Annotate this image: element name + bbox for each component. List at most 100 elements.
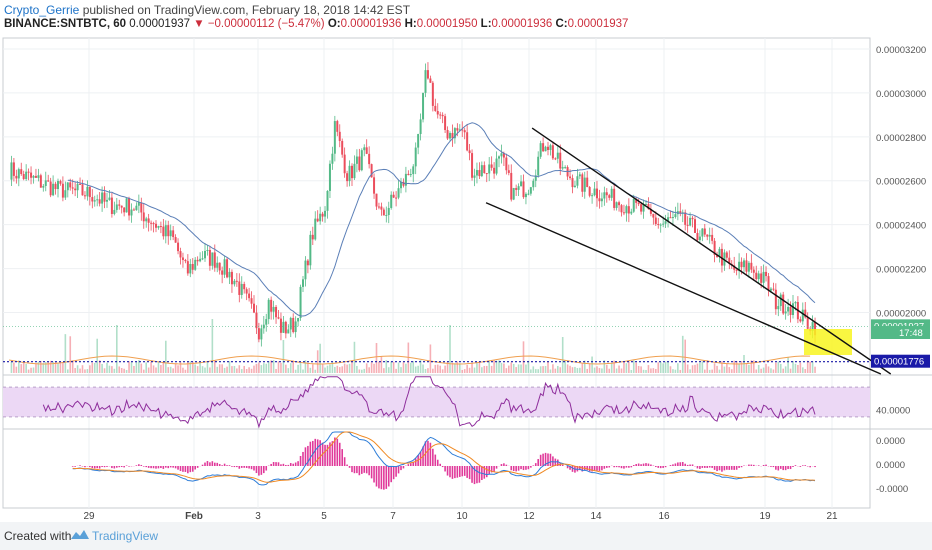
author-name[interactable]: Crypto_Gerrie xyxy=(4,3,80,17)
rsi-line xyxy=(42,376,816,429)
candle-body xyxy=(370,164,373,178)
candle-body xyxy=(414,147,417,167)
candle xyxy=(74,182,77,197)
price-chart[interactable]: 0.00003200 0.00003000 0.00002800 0.00002600… xyxy=(0,0,932,522)
volume-bar xyxy=(54,361,57,373)
volume-bar xyxy=(463,369,466,373)
candle xyxy=(174,234,177,243)
candle xyxy=(694,215,696,233)
candle-body xyxy=(201,258,204,260)
macd-histogram-bar xyxy=(74,466,76,467)
macd-histogram-bar xyxy=(571,466,574,472)
candle xyxy=(66,182,69,198)
macd-histogram-bar xyxy=(316,439,319,466)
volume-bar xyxy=(792,361,794,373)
macd-histogram-bar xyxy=(483,466,486,479)
candle-body xyxy=(397,188,400,198)
macd-histogram-bar xyxy=(346,464,348,466)
volume-bar xyxy=(142,369,145,373)
candle-body xyxy=(387,207,390,216)
candle-body xyxy=(91,197,94,202)
volume-bar xyxy=(130,362,133,373)
volume-bar xyxy=(417,365,419,373)
macd-histogram-bar xyxy=(471,466,473,483)
macd-histogram-bar xyxy=(620,466,623,469)
volume-bar xyxy=(375,343,378,373)
candle-body xyxy=(186,261,189,274)
macd-histogram-bar xyxy=(351,466,353,473)
candle xyxy=(240,276,243,299)
macd-histogram-bar xyxy=(478,466,481,483)
candle-body xyxy=(581,174,584,192)
candle xyxy=(336,119,339,137)
macd-histogram-bar xyxy=(187,466,189,474)
time-tick-label: 21 xyxy=(826,511,838,522)
macd-histogram-bar xyxy=(735,466,738,470)
support-price-tag xyxy=(871,354,930,368)
candle-body xyxy=(645,203,647,205)
candle-body xyxy=(723,252,726,266)
candle-body xyxy=(510,172,513,200)
volume-bar xyxy=(223,367,226,373)
macd-histogram-bar xyxy=(265,466,268,471)
candle-body xyxy=(529,187,532,194)
volume-bar xyxy=(574,366,576,373)
candle-body xyxy=(270,299,273,312)
candle-body xyxy=(762,271,765,283)
candle xyxy=(708,227,711,244)
volume-bar xyxy=(402,362,405,373)
last-price: 0.00001937 xyxy=(129,18,191,30)
macd-histogram-bar xyxy=(231,466,233,467)
volume-bar xyxy=(138,360,140,373)
candle xyxy=(436,103,439,119)
candle xyxy=(485,172,488,183)
candle xyxy=(373,173,376,199)
macd-histogram-bar xyxy=(294,462,297,466)
candle xyxy=(233,279,236,287)
macd-histogram-bar xyxy=(549,453,552,466)
candle-body xyxy=(272,306,275,312)
macd-histogram-bar xyxy=(777,466,780,471)
candle xyxy=(400,177,402,194)
volume-bar xyxy=(652,368,655,373)
volume-bar xyxy=(228,361,231,373)
candle-body xyxy=(213,252,216,268)
candle xyxy=(385,206,388,223)
volume-bar xyxy=(640,366,642,373)
candle xyxy=(446,126,449,140)
candle xyxy=(292,313,295,334)
candle-body xyxy=(542,143,545,152)
candle-body xyxy=(346,173,349,182)
candle-body xyxy=(30,172,33,178)
candle-body xyxy=(257,328,260,340)
candle xyxy=(578,171,581,180)
volume-bar xyxy=(456,361,459,373)
volume-bar xyxy=(432,368,434,373)
candle-body xyxy=(784,311,787,314)
candle-body xyxy=(466,132,469,151)
candle-body xyxy=(517,186,520,190)
tradingview-brand[interactable]: TradingView xyxy=(92,529,159,543)
candle-body xyxy=(473,175,476,178)
candle-body xyxy=(498,156,500,159)
volume-bar xyxy=(787,357,789,373)
volume-bar xyxy=(182,367,184,373)
volume-bar xyxy=(165,340,167,373)
candle-body xyxy=(794,302,797,304)
candle-body xyxy=(233,280,236,285)
candle-body xyxy=(485,173,488,175)
candle-body xyxy=(551,145,554,159)
candle-body xyxy=(253,303,255,313)
candle-body xyxy=(83,195,86,197)
candle xyxy=(500,144,503,164)
volume-bar xyxy=(608,368,611,373)
volume-bar xyxy=(713,363,716,373)
candle xyxy=(186,254,189,276)
candle-body xyxy=(103,192,106,202)
macd-histogram-bar xyxy=(434,454,437,466)
volume-bar xyxy=(601,368,603,373)
candle xyxy=(549,143,552,156)
macd-histogram-bar xyxy=(581,466,584,472)
macd-histogram-bar xyxy=(407,464,410,466)
macd-histogram-bar xyxy=(637,463,640,466)
